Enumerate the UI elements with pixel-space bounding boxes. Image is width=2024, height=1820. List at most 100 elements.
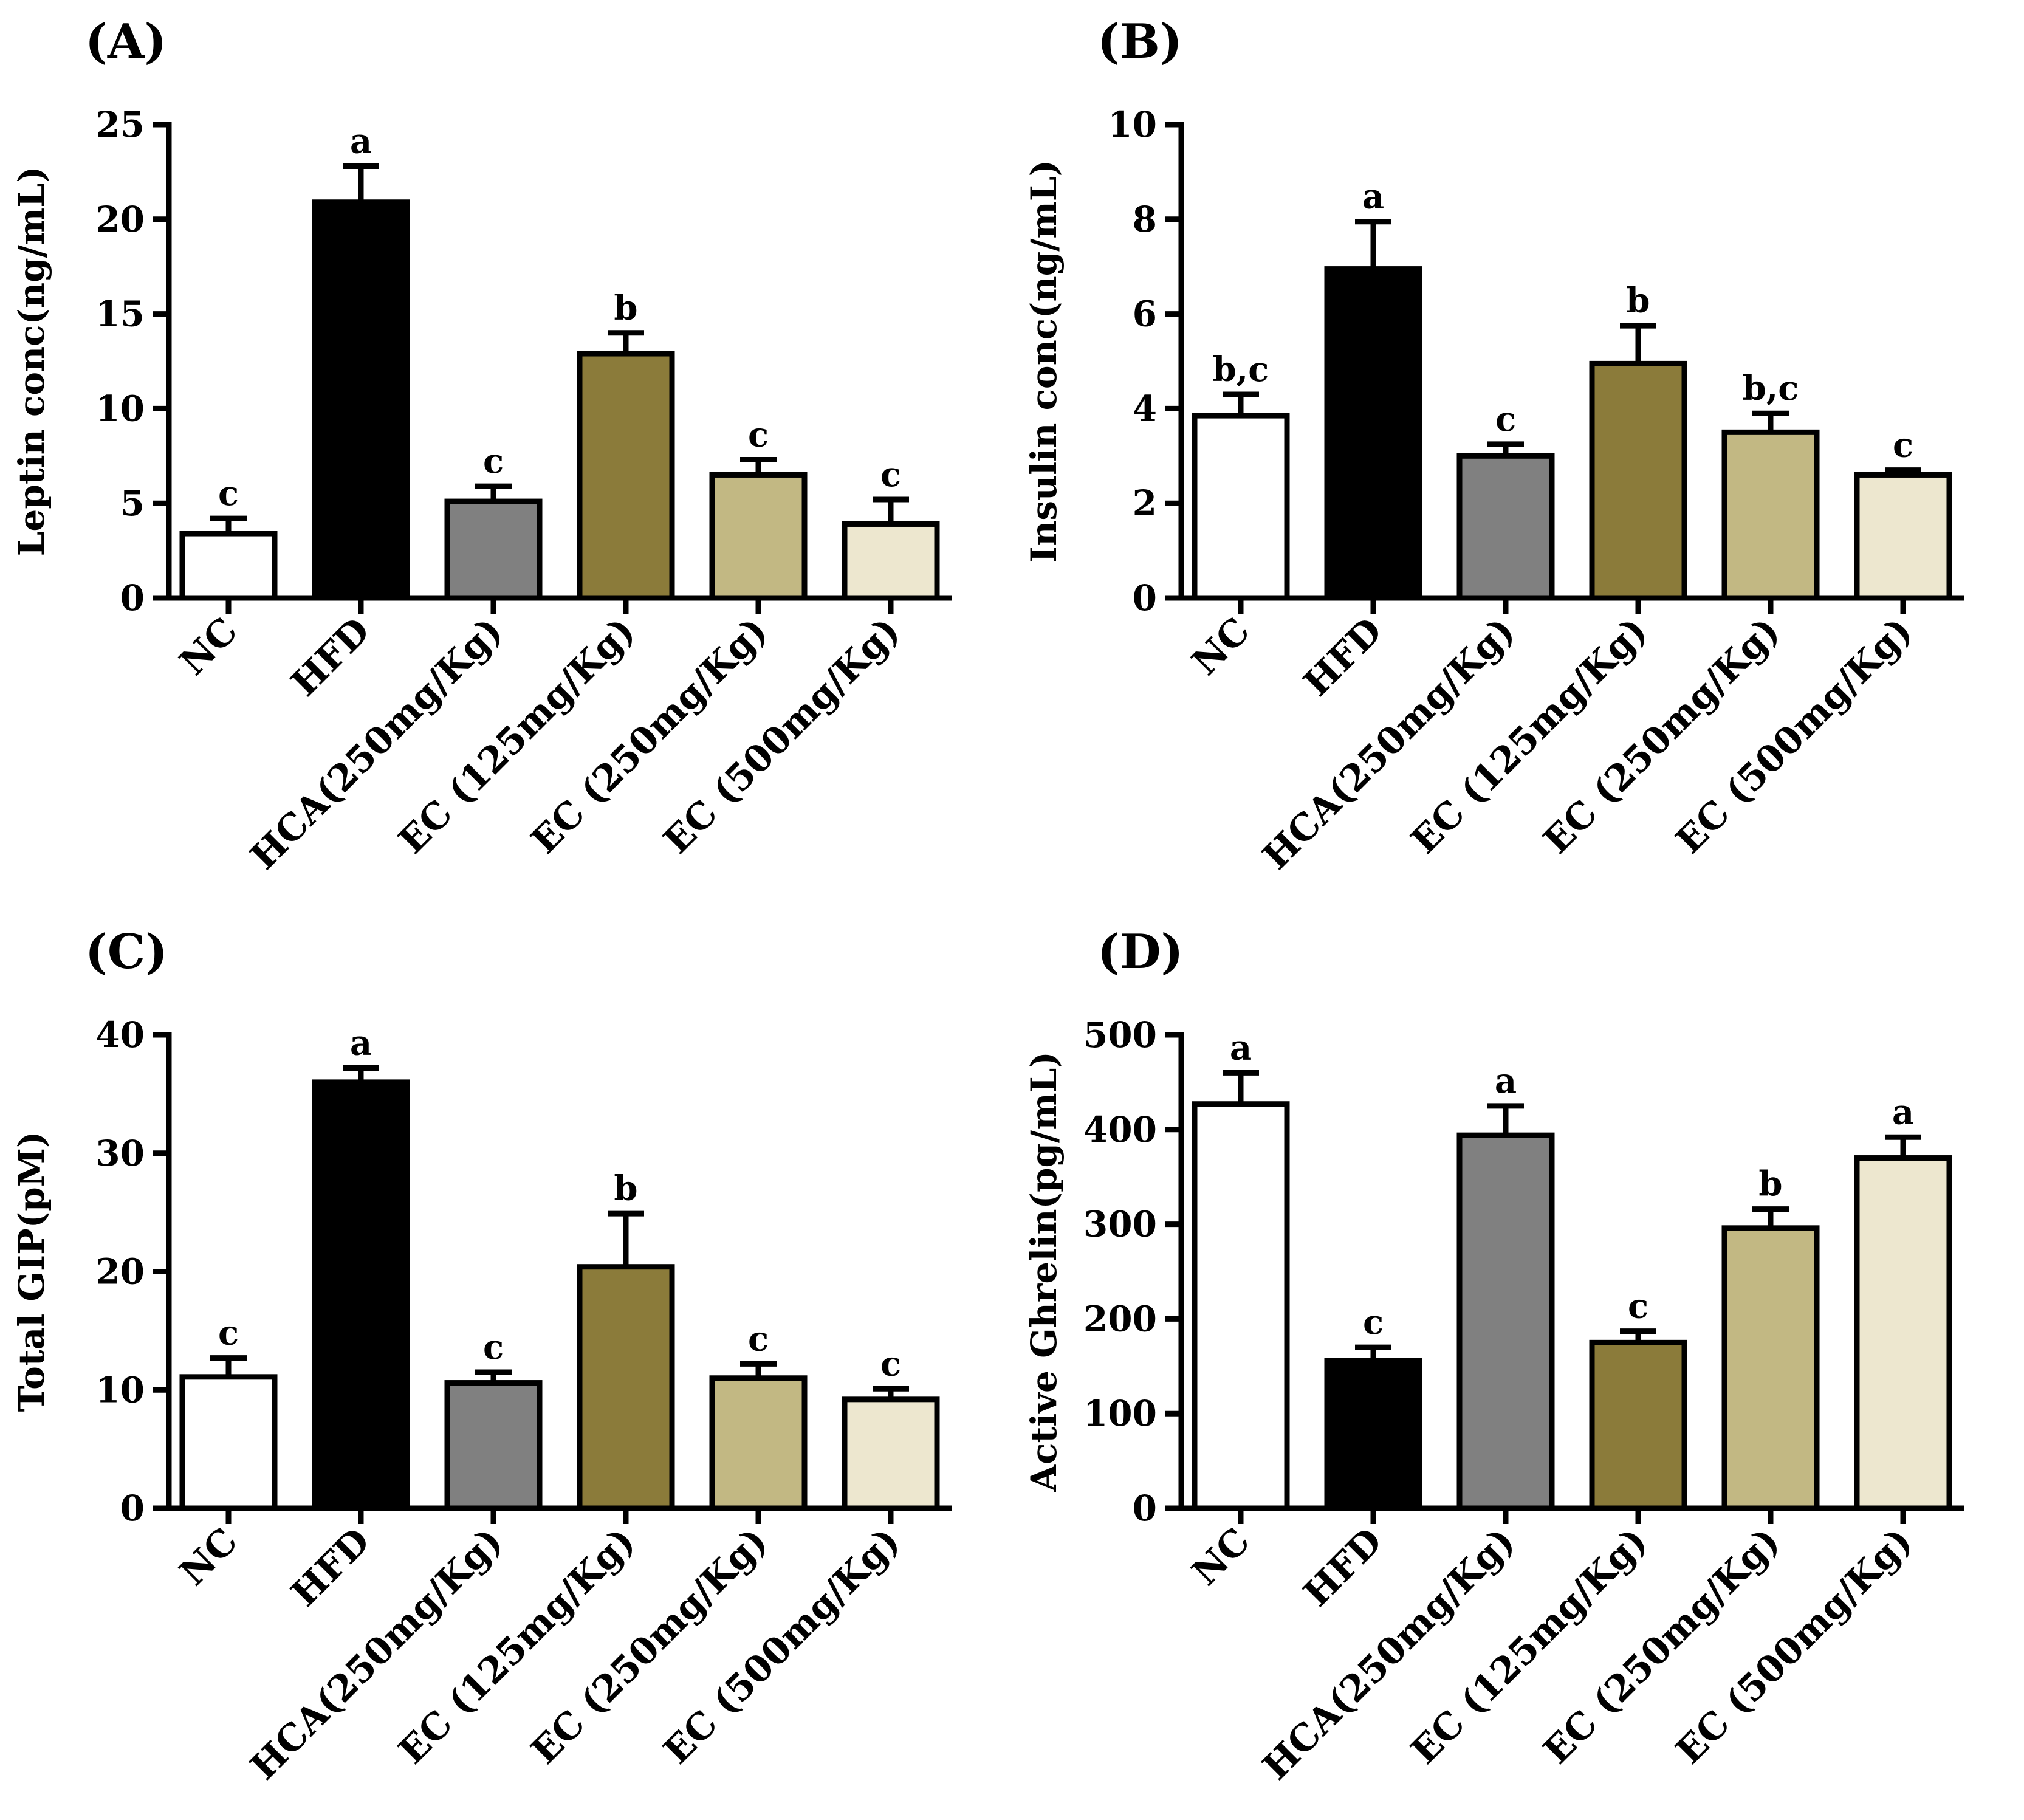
panel-b-x-tick-label: EC (250mg/Kg) [1535, 610, 1788, 862]
panel-a-significance-letter: c [218, 473, 239, 513]
panel-c-y-tick-label: 0 [120, 1488, 145, 1529]
panel-a-y-tick-label: 10 [95, 388, 145, 429]
panel-a-bar [709, 472, 808, 601]
panel-c-significance-letter: c [218, 1313, 239, 1353]
panel-a-label: (A) [85, 14, 166, 69]
panel-c-significance-letter: b [614, 1169, 637, 1209]
panel-d-y-tick-label: 0 [1133, 1488, 1157, 1529]
panel-d-significance-letter: c [1628, 1286, 1648, 1327]
panel-c-y-tick-label: 10 [95, 1369, 145, 1410]
panel-c-bar [444, 1380, 543, 1511]
panel-c-y-tick-label: 20 [95, 1251, 145, 1293]
panel-d-significance-letter: b [1758, 1164, 1782, 1204]
panel-d-x-tick-label: NC [1184, 1520, 1258, 1594]
panel-d-bar [1456, 1132, 1555, 1511]
panel-c-significance-letter: c [880, 1344, 901, 1384]
panel-c-chart: (C) 0 10 20 30 40 Total GIP(pM) c NC a HFD c HCA(250… [11, 924, 952, 1788]
panel-c-bar [577, 1264, 675, 1511]
panel-d-bar [1721, 1225, 1820, 1511]
panel-b-significance-letter: a [1362, 177, 1384, 217]
panel-b-x-tick-label: EC (125mg/Kg) [1403, 610, 1656, 862]
panel-c-y-tick-label: 40 [95, 1014, 145, 1056]
panel-a-bar [842, 521, 940, 601]
panel-d-label: (D) [1097, 924, 1183, 980]
panel-b-y-tick-label: 10 [1108, 104, 1157, 145]
panel-d-x-tick-label: EC (250mg/Kg) [1535, 1520, 1788, 1773]
panel-d-x-tick-label: HCA(250mg/Kg) [1255, 1520, 1523, 1788]
panel-a-significance-letter: a [350, 122, 372, 162]
panel-b-bar [1854, 472, 1952, 601]
panel-b-bar [1456, 453, 1555, 601]
panel-d-y-axis-title: Active Ghrelin(pg/mL) [1023, 1051, 1065, 1492]
panel-c-x-tick-label: EC (125mg/Kg) [391, 1520, 643, 1773]
panel-c-x-tick-label: HCA(250mg/Kg) [242, 1520, 511, 1788]
panel-d-bar [1324, 1358, 1422, 1511]
panel-c-significance-letter: c [483, 1327, 504, 1367]
panel-b-significance-letter: c [1893, 425, 1913, 465]
panel-c-bar [842, 1396, 940, 1511]
panel-a-x-tick-label: EC (250mg/Kg) [523, 610, 776, 862]
panel-a-bar [444, 498, 543, 601]
panel-d-significance-letter: a [1892, 1092, 1914, 1132]
panel-d-y-tick-label: 400 [1083, 1109, 1157, 1150]
panel-b-x-tick-label: EC (500mg/Kg) [1668, 610, 1921, 862]
panel-a-bar [577, 351, 675, 601]
panel-b-bar [1721, 429, 1820, 601]
panel-b-y-tick-label: 6 [1133, 294, 1157, 335]
panel-a-x-tick-label: HCA(250mg/Kg) [242, 610, 511, 878]
panel-d-x-tick-label: EC (500mg/Kg) [1668, 1520, 1921, 1773]
panel-a-significance-letter: c [483, 441, 504, 481]
panel-d-bar [1854, 1155, 1952, 1511]
panel-b-bar [1589, 360, 1687, 601]
panel-a-x-tick-label: EC (125mg/Kg) [391, 610, 643, 862]
panel-c-significance-letter: c [748, 1319, 769, 1359]
panel-c-x-tick-label: NC [172, 1520, 246, 1594]
panel-c-y-axis-title: Total GIP(pM) [11, 1131, 52, 1412]
panel-a-x-tick-label: NC [172, 610, 246, 684]
panel-b-significance-letter: b,c [1213, 349, 1269, 390]
panel-c-label: (C) [85, 924, 168, 980]
panel-a-y-axis-title: Leptin conc(ng/mL) [11, 167, 52, 557]
panel-a-x-tick-label: HFD [283, 610, 379, 705]
panel-b-x-tick-label: NC [1184, 610, 1258, 684]
panel-d-significance-letter: a [1495, 1061, 1517, 1101]
panel-b-y-tick-label: 0 [1133, 577, 1157, 619]
panel-d-significance-letter: a [1230, 1028, 1252, 1068]
panel-b-significance-letter: b,c [1743, 368, 1799, 408]
panel-b-label: (B) [1097, 14, 1182, 69]
panel-a-significance-letter: b [614, 288, 637, 328]
panel-b-chart: (B) 0 2 4 6 8 10 Insulin conc(ng/mL) b,c NC a HFD c H… [1023, 14, 1964, 878]
panel-d-chart: (D) 0 100 200 300 400 500 Active Ghrelin(pg/mL)… [1023, 924, 1964, 1788]
panel-a-y-tick-label: 25 [95, 104, 145, 145]
panel-b-x-tick-label: HCA(250mg/Kg) [1255, 610, 1523, 878]
panel-a-bar [179, 531, 278, 601]
panel-c-bar [179, 1374, 278, 1511]
panel-d-x-tick-label: EC (125mg/Kg) [1403, 1520, 1656, 1773]
panel-b-y-tick-label: 2 [1133, 482, 1157, 524]
panel-d-y-tick-label: 100 [1083, 1393, 1157, 1434]
panel-a-significance-letter: c [880, 455, 901, 495]
panel-c-x-tick-label: EC (500mg/Kg) [656, 1520, 908, 1773]
panel-a-y-tick-label: 0 [120, 577, 145, 619]
panel-a-chart: (A) 0 5 10 15 20 25 Leptin conc(ng/mL) c NC a HFD c H… [11, 14, 952, 878]
panel-c-significance-letter: a [350, 1023, 372, 1063]
panel-d-significance-letter: c [1363, 1302, 1384, 1342]
panel-c-bar [709, 1375, 808, 1511]
panel-b-significance-letter: c [1495, 399, 1516, 439]
panel-a-y-tick-label: 20 [95, 199, 145, 240]
panel-c-x-tick-label: EC (250mg/Kg) [523, 1520, 776, 1773]
panel-b-bar [1192, 413, 1290, 601]
panel-d-x-tick-label: HFD [1295, 1520, 1391, 1615]
panel-d-y-tick-label: 200 [1083, 1298, 1157, 1339]
panel-a-significance-letter: c [748, 415, 769, 455]
panel-c-y-tick-label: 30 [95, 1133, 145, 1174]
panel-d-bar [1589, 1339, 1687, 1511]
panel-b-y-tick-label: 4 [1133, 388, 1157, 429]
panel-d-bar [1192, 1101, 1290, 1511]
panel-b-x-tick-label: HFD [1295, 610, 1391, 705]
panel-a-y-tick-label: 5 [120, 482, 145, 524]
panel-b-y-axis-title: Insulin conc(ng/mL) [1023, 160, 1065, 563]
panel-b-y-tick-label: 8 [1133, 199, 1157, 240]
panel-a-y-tick-label: 15 [95, 294, 145, 335]
panel-b-significance-letter: b [1626, 281, 1650, 321]
